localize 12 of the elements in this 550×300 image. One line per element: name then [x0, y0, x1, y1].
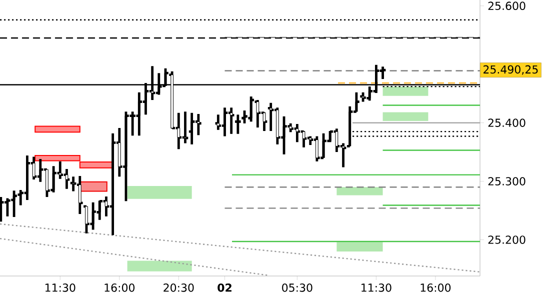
y-tick-label: 25.600	[488, 2, 526, 10]
x-tick-label: 02	[218, 284, 232, 292]
y-tick-label: 25.400	[488, 118, 526, 127]
text: 25.490,25	[484, 65, 538, 75]
x-tick-label: 05:30	[282, 284, 312, 292]
x-tick-label: 11:30	[362, 284, 392, 292]
x-tick-label: 11:30	[45, 284, 76, 292]
x-tick-label: 20:30	[164, 284, 194, 292]
x-tick-label: 16:00	[104, 284, 135, 292]
y-tick-label: 25.200	[488, 236, 526, 244]
x-tick-label: 16:00	[420, 284, 451, 292]
y-tick-label: 25.300	[488, 177, 526, 186]
